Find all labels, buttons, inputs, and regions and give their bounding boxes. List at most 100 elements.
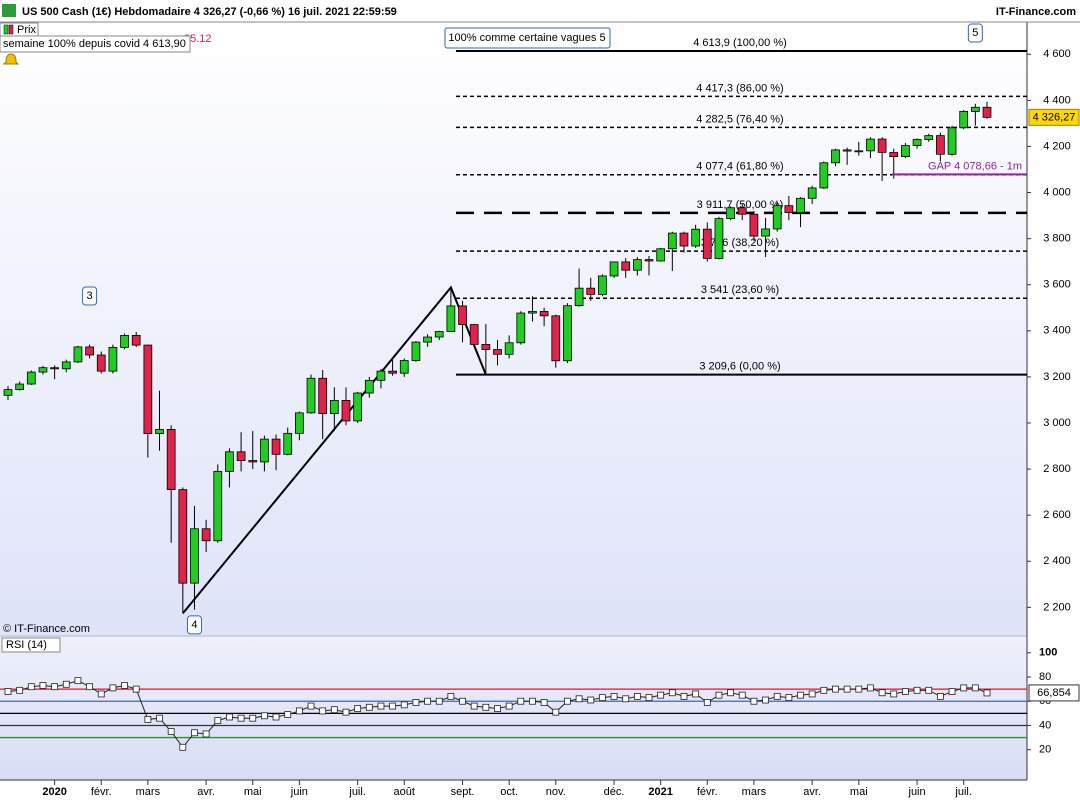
candle-body [166, 429, 176, 490]
rsi-tick-label: 20 [1039, 744, 1051, 756]
candle-body [761, 228, 770, 237]
rsi-point [867, 684, 874, 692]
candle-body [50, 367, 59, 370]
rsi-panel [0, 637, 1027, 780]
rsi-point [354, 705, 362, 712]
x-tick-label: avr. [803, 786, 821, 798]
x-tick-label: mai [850, 786, 868, 798]
candle-body [434, 331, 444, 338]
candle-body [644, 259, 654, 262]
candle-body [411, 341, 421, 361]
candle-body [877, 138, 887, 153]
candle-body [201, 528, 211, 542]
rsi-point [97, 690, 105, 698]
rsi-point [598, 694, 606, 701]
x-tick-label: août [394, 786, 415, 798]
rsi-point [365, 703, 373, 711]
rsi-point [389, 702, 397, 710]
rsi-point [330, 706, 338, 714]
candle-body [318, 377, 328, 414]
candle-body [469, 324, 479, 345]
candle-body [912, 139, 922, 146]
legend-icon-down [8, 24, 14, 35]
price-panel [0, 22, 1027, 635]
y-tick-label: 4 200 [1043, 140, 1071, 152]
rsi-point [773, 692, 781, 700]
x-tick-label: nov. [546, 786, 566, 798]
x-tick-label: mars [742, 786, 767, 798]
wave-label: 4 [191, 619, 197, 631]
rsi-point [715, 691, 723, 699]
rsi-point [832, 685, 839, 693]
rsi-point [680, 692, 688, 700]
candle-body [586, 287, 596, 295]
rsi-point [132, 685, 140, 693]
indicator-name: RSI (14) [6, 639, 47, 651]
x-tick-label: 2021 [648, 786, 672, 798]
rsi-point [167, 728, 175, 735]
fib-label: 4 077,4 (61,80 %) [696, 161, 783, 173]
rsi-point [610, 692, 618, 700]
y-tick-label: 3 200 [1043, 371, 1071, 383]
rsi-point [226, 713, 233, 721]
candle-body [667, 232, 677, 250]
x-tick-label: mars [136, 786, 161, 798]
fib-label: 3 911,7 (50,00 %) [697, 199, 784, 211]
rsi-point [983, 689, 991, 697]
candle-body [982, 106, 992, 118]
candle-body [784, 205, 794, 213]
y-tick-label: 2 600 [1043, 509, 1071, 521]
candle-body [632, 259, 642, 271]
rsi-point [750, 697, 758, 705]
legend-label: Prix [17, 24, 36, 36]
rsi-point [39, 682, 47, 689]
candle-body [190, 528, 199, 584]
candle-body [108, 346, 118, 372]
candle-body [947, 127, 957, 155]
candle-body [796, 197, 805, 213]
candle-body [702, 228, 712, 259]
candle-body [248, 460, 258, 463]
candle-body [458, 305, 467, 325]
candle-body [901, 145, 910, 157]
fib-label: 3 209,6 (0,00 %) [699, 361, 780, 373]
x-tick-label: juin [908, 786, 926, 798]
rsi-point [237, 714, 245, 722]
rsi-point [27, 683, 35, 691]
rsi-point [284, 711, 292, 718]
rsi-point [902, 688, 909, 695]
candle-body [73, 346, 83, 363]
candle-body [726, 207, 735, 219]
copyright: © IT-Finance.com [3, 623, 90, 635]
candle-body [213, 470, 223, 542]
rsi-point [703, 699, 711, 706]
gap-label: GAP 4 078,66 - 1m [928, 160, 1022, 172]
candle-body [970, 106, 980, 112]
candle-body [516, 312, 526, 344]
price-tag [1028, 108, 1080, 126]
candle-body [737, 207, 747, 215]
annotation-box [444, 27, 611, 49]
candle-body [96, 354, 106, 372]
candle-body [504, 342, 514, 355]
rsi-point [820, 686, 828, 694]
rsi-point [738, 691, 746, 699]
candle-body [819, 162, 829, 189]
candle-body [399, 360, 409, 374]
rsi-point [960, 684, 968, 692]
y-tick-label: 3 400 [1043, 325, 1071, 337]
rsi-point [936, 692, 944, 700]
rsi-point [797, 691, 804, 699]
rsi-tag [1028, 684, 1080, 702]
candle-body [143, 344, 153, 434]
candle-body [3, 389, 13, 396]
rsi-point [202, 730, 210, 738]
rsi-point [74, 677, 82, 685]
y-tick-label: 2 200 [1043, 601, 1071, 613]
rsi-point [179, 743, 187, 751]
rsi-point [261, 712, 268, 720]
rsi-point [517, 697, 525, 705]
candle-body [61, 361, 71, 370]
alert-icon [2, 53, 20, 65]
rsi-point [762, 696, 769, 704]
